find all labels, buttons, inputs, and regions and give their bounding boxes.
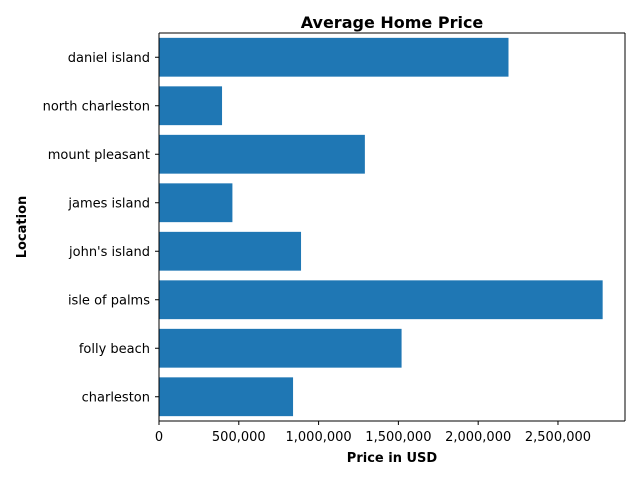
x-tick-label: 500,000 <box>212 430 266 445</box>
bar-daniel-island <box>159 37 509 77</box>
ticks-layer: charleston folly beach isle of palms john's… <box>43 51 591 445</box>
y-tick-label: north charleston <box>43 99 150 114</box>
x-tick-label: 2,500,000 <box>525 430 591 445</box>
x-tick-label: 1,500,000 <box>365 430 431 445</box>
x-tick-label: 0 <box>155 430 163 445</box>
bar-folly-beach <box>159 328 402 368</box>
y-tick-label: james island <box>67 196 150 211</box>
bar-john-s-island <box>159 231 302 271</box>
y-axis-label: Location <box>15 196 30 259</box>
y-tick-label: folly beach <box>79 342 150 357</box>
x-tick-label: 2,000,000 <box>445 430 511 445</box>
y-tick-label: charleston <box>82 390 150 405</box>
axes-layer <box>158 32 626 422</box>
bar-mount-pleasant <box>159 134 365 174</box>
y-tick-label: daniel island <box>68 51 150 66</box>
x-axis-label: Price in USD <box>347 451 438 466</box>
bars-layer <box>159 37 603 417</box>
y-tick-label: mount pleasant <box>48 148 150 163</box>
bar-charleston <box>159 377 294 417</box>
x-tick-label: 1,000,000 <box>286 430 352 445</box>
bar-isle-of-palms <box>159 280 603 320</box>
chart-title: Average Home Price <box>301 13 484 32</box>
bar-north-charleston <box>159 86 223 126</box>
y-tick-label: isle of palms <box>68 293 150 308</box>
bar-james-island <box>159 183 233 223</box>
y-tick-label: john's island <box>68 245 150 260</box>
